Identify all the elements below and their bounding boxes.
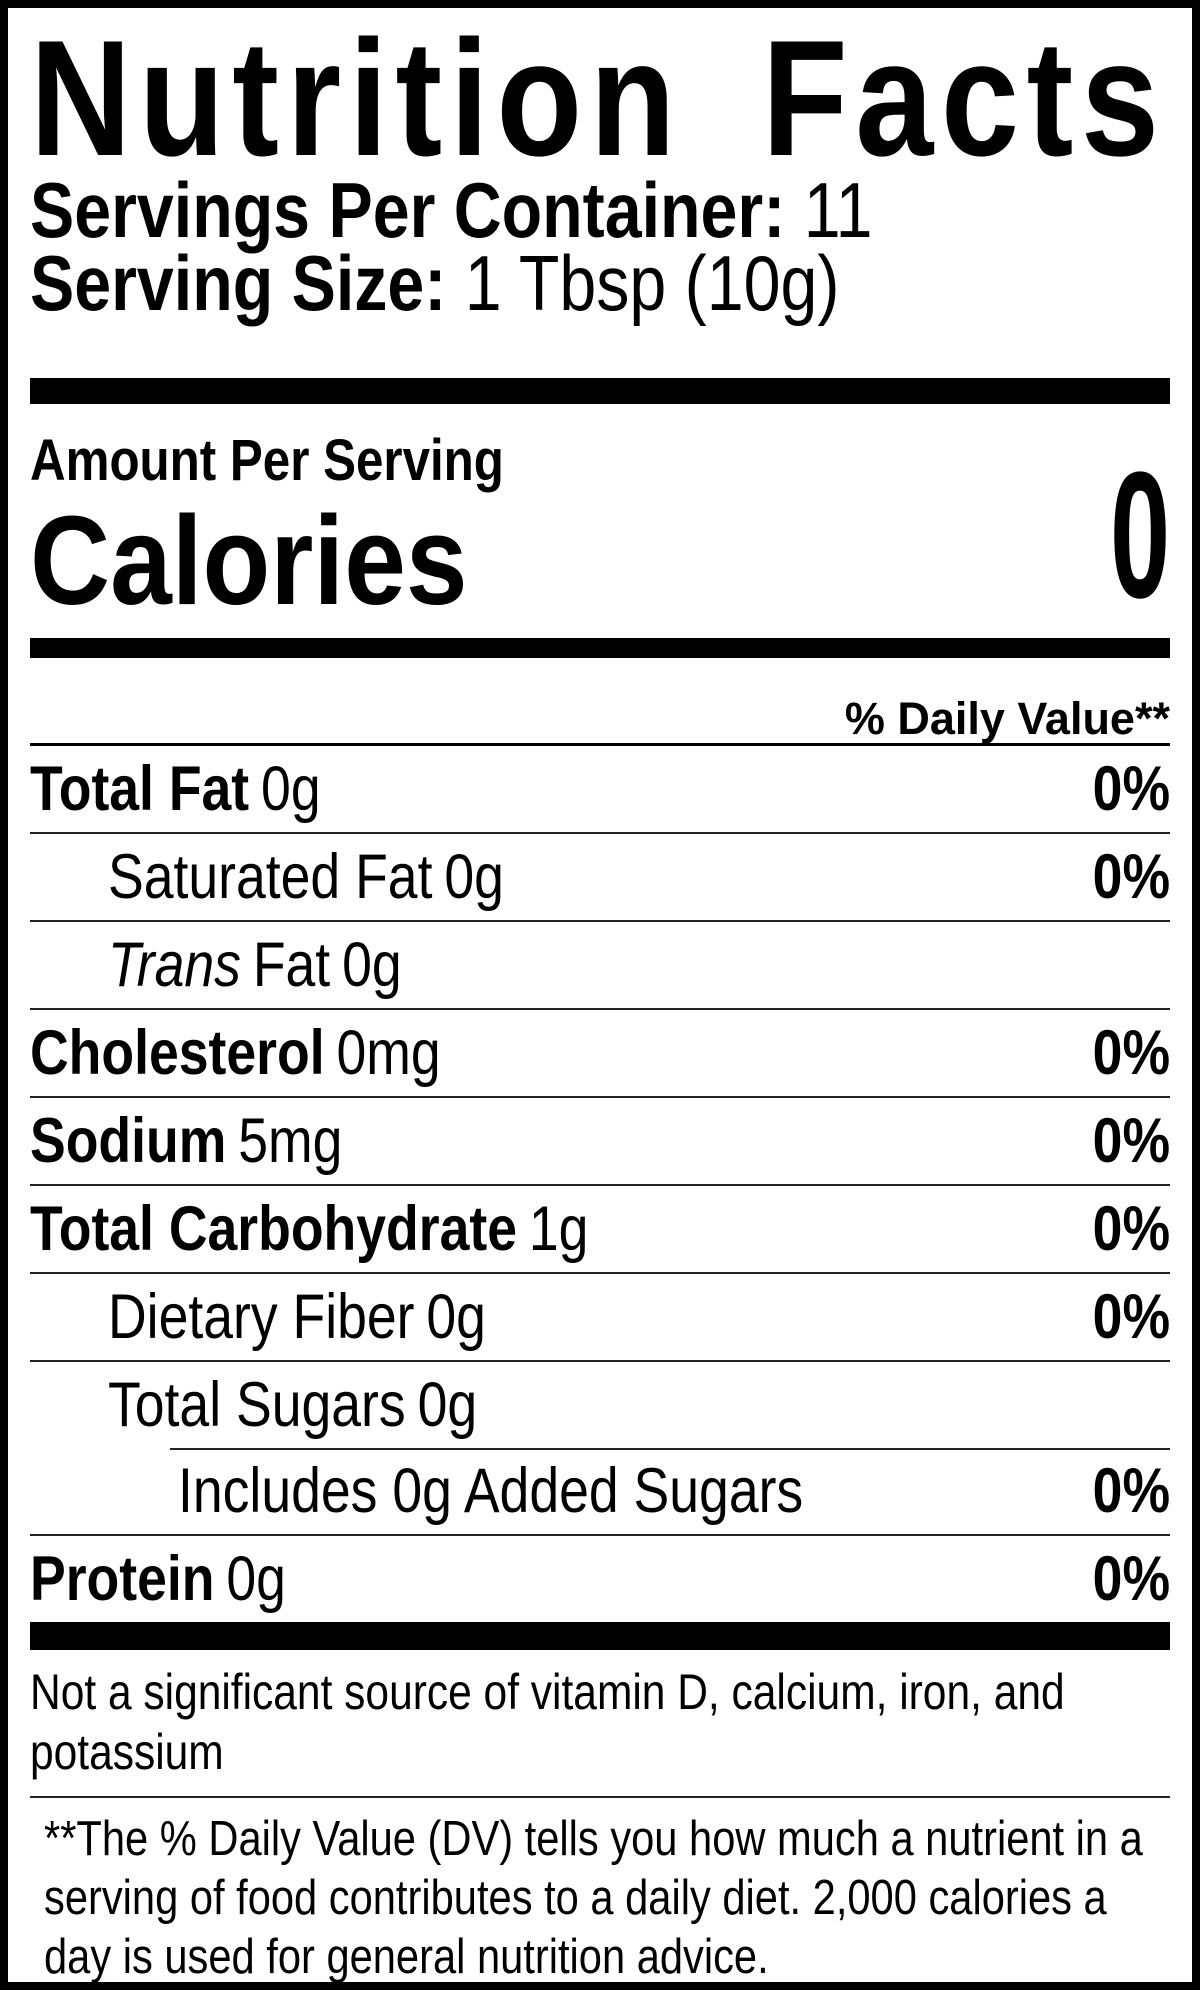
nutrient-amount: 0mg — [336, 1017, 441, 1088]
servings-per-container-line: Servings Per Container: 11 — [30, 171, 1170, 249]
label-title: Nutrition Facts — [30, 6, 1170, 190]
nutrient-label: Includes 0g Added Sugars — [178, 1455, 804, 1526]
nutrient-label: Saturated Fat — [108, 841, 433, 912]
nutrient-row-saturated-fat: Saturated Fat 0g 0% — [30, 834, 1170, 922]
serving-size-line: Serving Size: 1 Tbsp (10g) — [30, 244, 1170, 322]
nutrient-amount: 0g — [261, 753, 321, 824]
nutrient-row-sodium: Sodium 5mg 0% — [30, 1098, 1170, 1186]
nutrient-row-trans-fat: Trans Fat 0g — [30, 922, 1170, 1010]
thick-divider-bottom — [30, 1622, 1170, 1650]
nutrient-daily-value: 0% — [1092, 1105, 1170, 1176]
thick-divider-calories — [30, 638, 1170, 658]
nutrient-daily-value: 0% — [1092, 1281, 1170, 1352]
note-line: Not a significant source of vitamin D, c… — [30, 1664, 1065, 1720]
serving-size-label: Serving Size: — [30, 239, 447, 327]
footnote-divider — [30, 1796, 1170, 1798]
servings-per-container-value: 11 — [803, 166, 873, 254]
nutrient-row-added-sugars: Includes 0g Added Sugars 0% — [30, 1448, 1170, 1536]
nutrient-amount: 0g — [426, 1281, 486, 1352]
nutrient-label: Sodium — [30, 1105, 227, 1176]
nutrient-daily-value: 0% — [1092, 841, 1170, 912]
nutrient-row-dietary-fiber: Dietary Fiber 0g 0% — [30, 1274, 1170, 1362]
not-significant-note: Not a significant source of vitamin D, c… — [30, 1662, 1170, 1782]
servings-per-container-label: Servings Per Container: — [30, 166, 786, 254]
thick-divider-top — [30, 378, 1170, 404]
nutrient-row-total-sugars: Total Sugars 0g — [30, 1362, 1170, 1448]
amount-per-serving-heading: Amount Per Serving — [30, 428, 504, 493]
nutrient-label: Protein — [30, 1543, 215, 1614]
footnote-line: **The % Daily Value (DV) tells you how m… — [44, 1812, 1143, 1866]
footnote-line: day is used for general nutrition advice… — [44, 1930, 769, 1984]
note-line: potassium — [30, 1724, 224, 1780]
nutrient-daily-value: 0% — [1092, 1543, 1170, 1614]
nutrient-label: Dietary Fiber — [108, 1281, 415, 1352]
nutrient-amount: 0g — [417, 1369, 478, 1440]
calories-value: 0 — [1109, 435, 1170, 636]
nutrient-row-total-fat: Total Fat 0g 0% — [30, 746, 1170, 834]
nutrient-daily-value: 0% — [1092, 753, 1170, 824]
serving-size-value: 1 Tbsp (10g) — [464, 239, 840, 327]
daily-value-header: % Daily Value** — [30, 658, 1170, 746]
calories-label: Calories — [30, 490, 468, 631]
nutrient-row-total-carbohydrate: Total Carbohydrate 1g 0% — [30, 1186, 1170, 1274]
calories-row: Calories 0 — [30, 446, 1170, 626]
nutrient-label: Fat — [252, 929, 331, 1000]
nutrient-amount: 5mg — [238, 1105, 343, 1176]
nutrient-label-italic: Trans — [108, 929, 241, 1000]
nutrient-row-protein: Protein 0g 0% — [30, 1536, 1170, 1622]
label-title-text: Nutrition Facts — [30, 6, 1167, 190]
nutrient-amount: 0g — [342, 929, 402, 1000]
nutrient-label: Total Sugars — [108, 1369, 406, 1440]
nutrient-label: Cholesterol — [30, 1017, 325, 1088]
nutrient-label: Total Fat — [30, 753, 250, 824]
nutrient-label: Total Carbohydrate — [30, 1193, 517, 1264]
nutrient-amount: 1g — [528, 1193, 589, 1264]
nutrient-daily-value: 0% — [1092, 1193, 1170, 1264]
nutrient-amount: 0g — [226, 1543, 286, 1614]
nutrient-amount: 0g — [444, 841, 504, 912]
nutrient-daily-value: 0% — [1092, 1017, 1170, 1088]
nutrient-row-cholesterol: Cholesterol 0mg 0% — [30, 1010, 1170, 1098]
nutrient-daily-value: 0% — [1092, 1455, 1170, 1526]
footnote-line: serving of food contributes to a daily d… — [44, 1871, 1107, 1925]
daily-value-footnote: **The % Daily Value (DV) tells you how m… — [30, 1810, 1170, 1984]
